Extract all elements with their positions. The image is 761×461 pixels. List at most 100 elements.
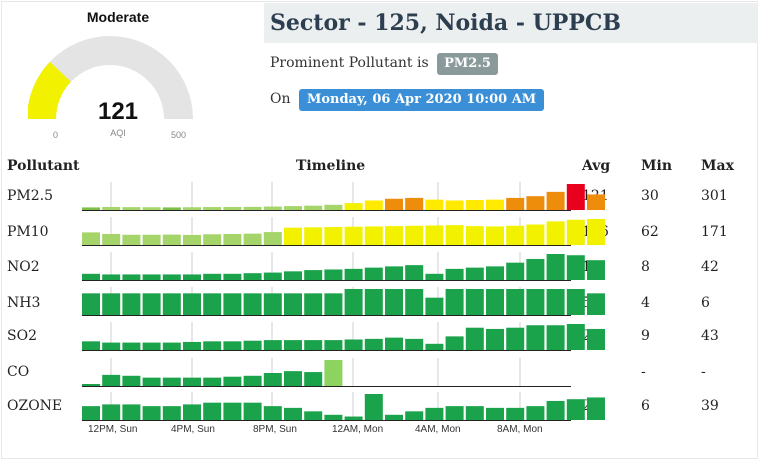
timeline-bar[interactable] [203, 402, 222, 420]
timeline-bar[interactable] [122, 293, 141, 315]
timeline-bar[interactable] [546, 289, 565, 315]
timeline-bar[interactable] [364, 267, 383, 280]
timeline-bar[interactable] [243, 206, 262, 210]
timeline-bar[interactable] [546, 221, 565, 245]
timeline-bar[interactable] [223, 273, 242, 280]
timeline-bar[interactable] [344, 416, 363, 420]
timeline-bar[interactable] [82, 232, 100, 245]
timeline-bar[interactable] [506, 197, 525, 210]
timeline-bar[interactable] [566, 255, 585, 280]
timeline-bar[interactable] [526, 224, 545, 245]
timeline-bar[interactable] [324, 204, 343, 210]
timeline-bar[interactable] [304, 293, 323, 315]
timeline-bar[interactable] [162, 274, 181, 280]
timeline-bar[interactable] [183, 274, 201, 280]
timeline-bar[interactable] [162, 293, 181, 315]
timeline-bar[interactable] [223, 233, 242, 245]
timeline-bar[interactable] [122, 274, 141, 280]
timeline-bar[interactable] [284, 371, 302, 386]
timeline-bar[interactable] [304, 270, 323, 280]
timeline-bar[interactable] [587, 397, 605, 420]
timeline-bar[interactable] [102, 233, 121, 245]
timeline-bar[interactable] [344, 339, 363, 350]
timeline-bar[interactable] [102, 206, 121, 210]
timeline-bar[interactable] [122, 342, 141, 350]
timeline-bar[interactable] [324, 340, 343, 350]
timeline-bar[interactable] [465, 327, 484, 350]
timeline-bar[interactable] [587, 293, 605, 315]
timeline-bar[interactable] [82, 384, 100, 386]
timeline-bar[interactable] [304, 372, 323, 386]
timeline-bar[interactable] [263, 293, 282, 315]
timeline-bar[interactable] [284, 407, 302, 420]
timeline-bar[interactable] [506, 289, 525, 315]
timeline-bar[interactable] [405, 411, 424, 420]
timeline-bar[interactable] [385, 226, 403, 245]
timeline-bar[interactable] [486, 407, 504, 420]
timeline-bar[interactable] [425, 199, 444, 210]
timeline-bar[interactable] [566, 399, 585, 420]
timeline-bar[interactable] [284, 206, 302, 210]
timeline-bar[interactable] [102, 374, 121, 386]
timeline-bar[interactable] [82, 207, 100, 210]
timeline-bar[interactable] [546, 254, 565, 280]
timeline-bar[interactable] [142, 207, 161, 210]
timeline-bar[interactable] [284, 340, 302, 350]
timeline-bar[interactable] [344, 226, 363, 245]
timeline-bar[interactable] [122, 234, 141, 245]
timeline-bar[interactable] [162, 406, 181, 420]
timeline-bar[interactable] [445, 336, 464, 350]
timeline-bar[interactable] [566, 184, 585, 210]
timeline-bar[interactable] [243, 273, 262, 280]
timeline-bar[interactable] [546, 191, 565, 210]
timeline-bar[interactable] [344, 268, 363, 280]
timeline-bar[interactable] [223, 293, 242, 315]
timeline-bar[interactable] [223, 206, 242, 210]
timeline-bar[interactable] [263, 406, 282, 420]
timeline-bar[interactable] [465, 267, 484, 280]
timeline-bar[interactable] [385, 414, 403, 420]
timeline-bar[interactable] [183, 207, 201, 210]
timeline-bar[interactable] [405, 289, 424, 315]
timeline-bar[interactable] [243, 340, 262, 350]
timeline-bar[interactable] [425, 273, 444, 280]
timeline-bar[interactable] [465, 200, 484, 210]
timeline-bar[interactable] [284, 271, 302, 280]
timeline-bar[interactable] [445, 268, 464, 280]
timeline-bar[interactable] [526, 289, 545, 315]
timeline-bar[interactable] [364, 226, 383, 245]
timeline-bar[interactable] [506, 407, 525, 420]
timeline-bar[interactable] [385, 289, 403, 315]
timeline-bar[interactable] [425, 407, 444, 420]
timeline-bar[interactable] [263, 373, 282, 386]
timeline-bar[interactable] [243, 233, 262, 245]
timeline-bar[interactable] [203, 273, 222, 280]
timeline-bar[interactable] [142, 274, 161, 280]
timeline-bar[interactable] [102, 293, 121, 315]
timeline-bar[interactable] [82, 273, 100, 280]
timeline-bar[interactable] [486, 328, 504, 350]
timeline-bar[interactable] [465, 289, 484, 315]
timeline-bar[interactable] [183, 293, 201, 315]
timeline-bar[interactable] [102, 274, 121, 280]
timeline-bar[interactable] [506, 327, 525, 350]
timeline-bar[interactable] [486, 199, 504, 210]
timeline-bar[interactable] [344, 289, 363, 315]
timeline-bar[interactable] [162, 234, 181, 245]
timeline-bar[interactable] [223, 341, 242, 350]
timeline-bar[interactable] [385, 337, 403, 350]
timeline-bar[interactable] [526, 196, 545, 210]
timeline-bar[interactable] [587, 194, 605, 210]
timeline-bar[interactable] [364, 394, 383, 420]
timeline-bar[interactable] [385, 198, 403, 210]
timeline-bar[interactable] [425, 343, 444, 350]
timeline-bar[interactable] [486, 266, 504, 280]
timeline-bar[interactable] [405, 225, 424, 245]
timeline-bar[interactable] [364, 289, 383, 315]
timeline-bar[interactable] [82, 341, 100, 350]
timeline-bar[interactable] [506, 262, 525, 280]
timeline-bar[interactable] [405, 338, 424, 350]
timeline-bar[interactable] [142, 342, 161, 350]
timeline-bar[interactable] [324, 360, 343, 386]
timeline-bar[interactable] [364, 338, 383, 350]
